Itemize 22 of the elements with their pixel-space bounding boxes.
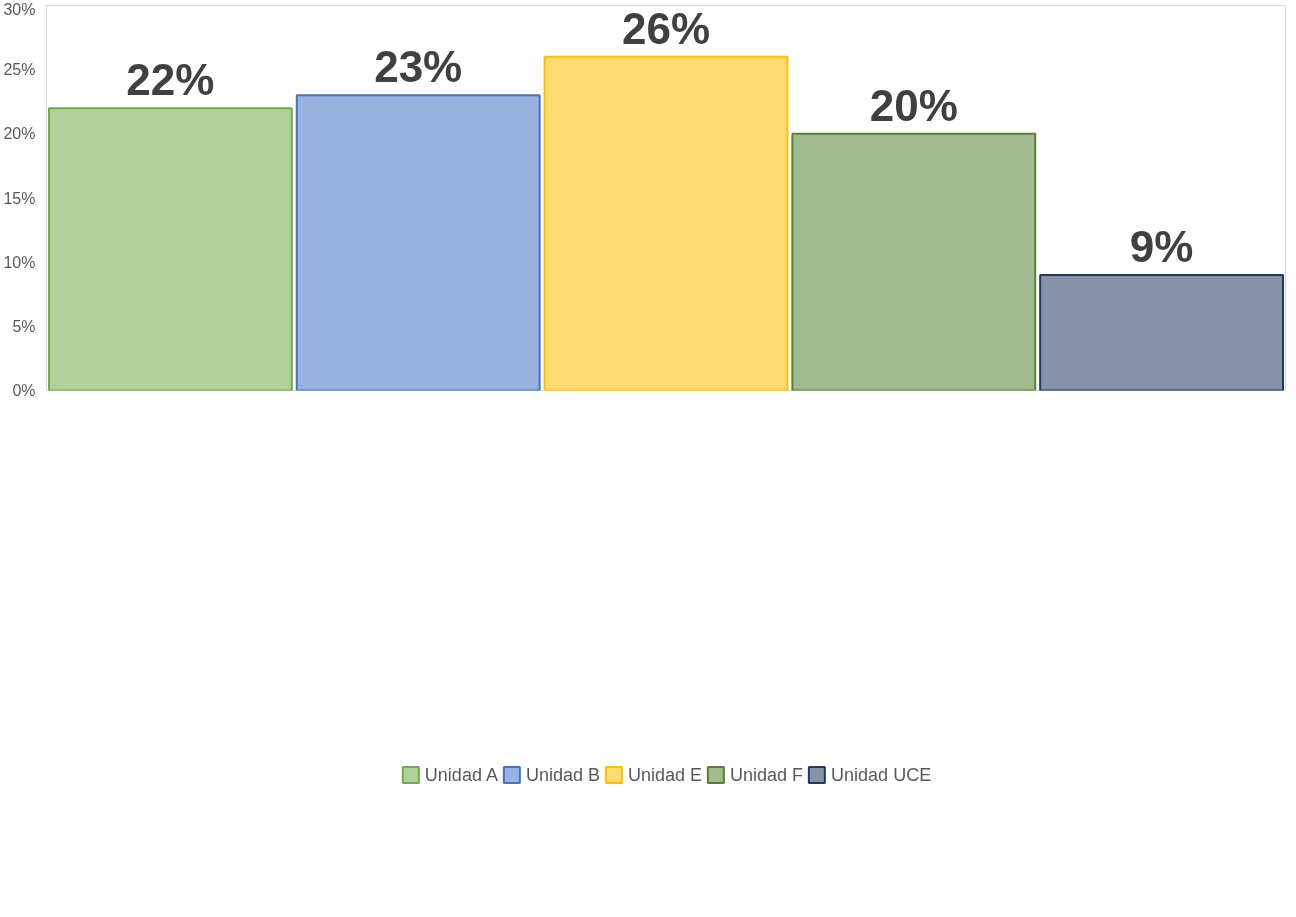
y-tick-label: 25% xyxy=(3,61,36,79)
legend-label: Unidad UCE xyxy=(831,764,932,786)
bar xyxy=(543,55,789,391)
bar xyxy=(295,94,541,391)
text: 22% xyxy=(126,55,215,105)
text: 20% xyxy=(869,80,958,130)
legend-label: Unidad E xyxy=(627,764,703,786)
text: 26% xyxy=(621,3,711,53)
legend-label: Unidad B xyxy=(525,764,600,786)
text: 9% xyxy=(1129,222,1194,271)
legend-label: Unidad F xyxy=(730,764,804,786)
y-tick-label: 20% xyxy=(3,125,36,143)
text: 23% xyxy=(374,42,463,92)
y-tick-label: 5% xyxy=(12,317,36,335)
bar xyxy=(1039,274,1285,391)
bar xyxy=(791,132,1037,391)
y-tick-label: 0% xyxy=(12,382,36,399)
y-tick-label: 15% xyxy=(3,189,36,207)
bar xyxy=(47,107,293,391)
legend-label: Unidad A xyxy=(424,764,498,786)
y-tick-label: 10% xyxy=(3,253,36,271)
y-tick-label: 30% xyxy=(3,0,36,18)
